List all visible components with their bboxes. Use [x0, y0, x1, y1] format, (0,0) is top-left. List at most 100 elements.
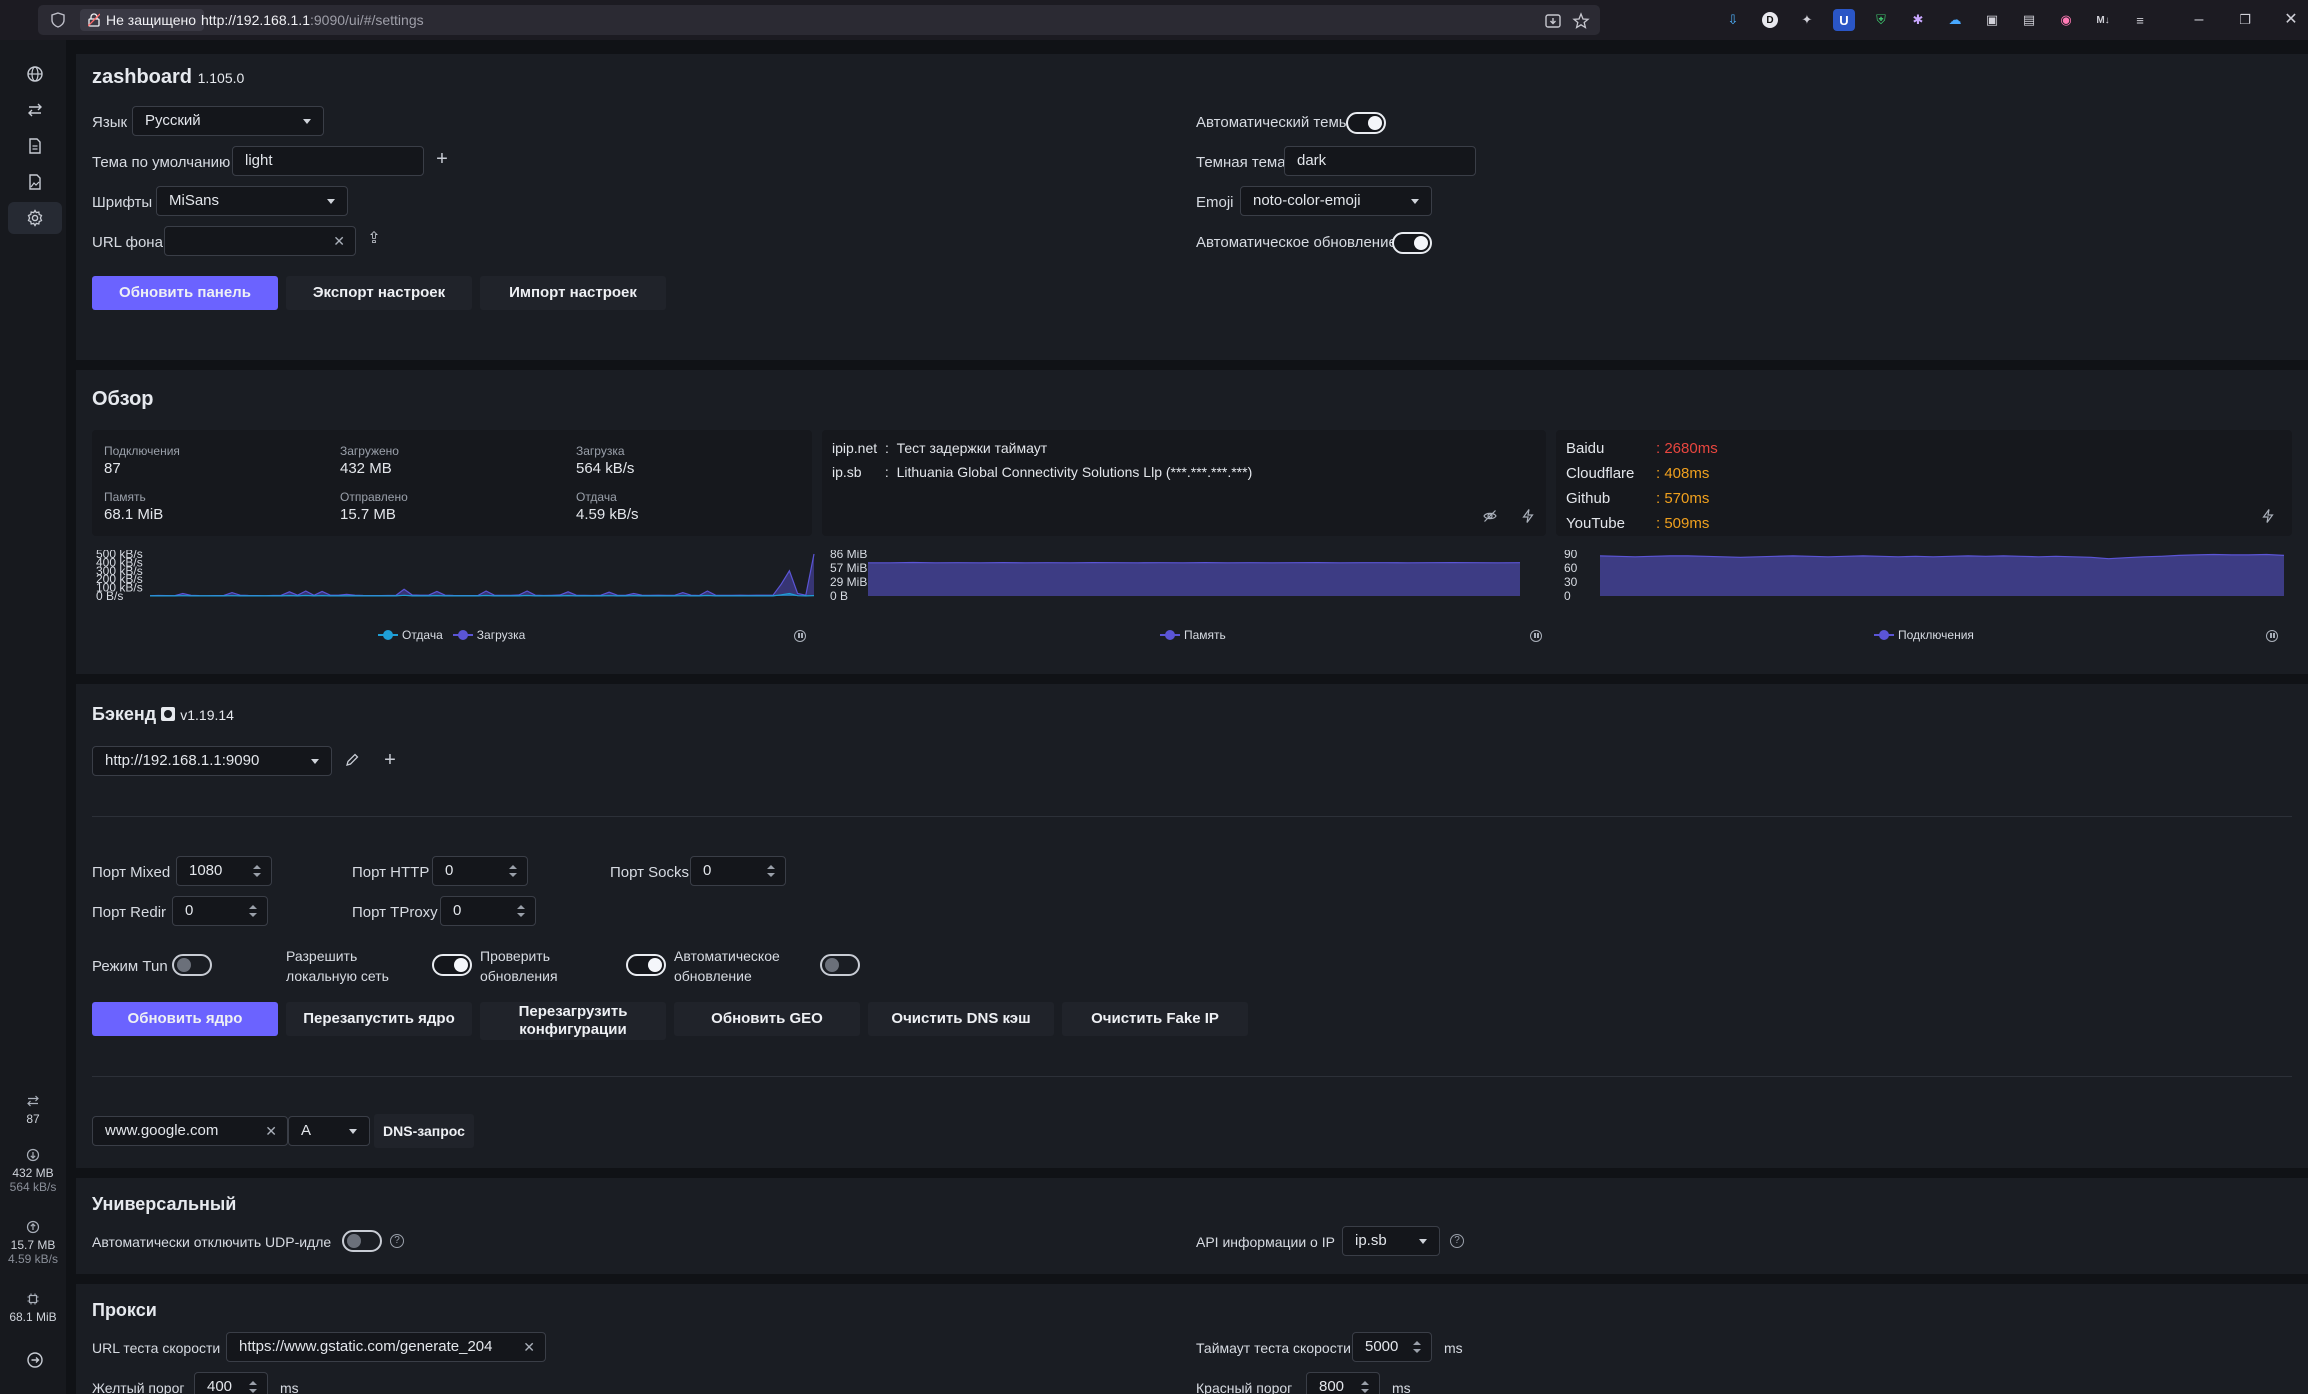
collapse-sidebar-button[interactable]	[8, 1344, 62, 1376]
stepper-icon[interactable]	[767, 863, 775, 879]
bolt-icon[interactable]	[2260, 508, 2276, 524]
red-threshold-input[interactable]: 800	[1306, 1372, 1380, 1394]
insecure-badge[interactable]: Не защищено	[80, 9, 204, 31]
legend-memory[interactable]: Память	[1184, 628, 1226, 642]
core-auto-update-toggle[interactable]	[820, 954, 860, 976]
update-geo-button[interactable]: Обновить GEO	[674, 1002, 860, 1036]
sidebar-icon[interactable]: ▤	[2022, 12, 2036, 27]
stepper-icon[interactable]	[1413, 1339, 1421, 1355]
bolt-icon[interactable]	[1520, 508, 1536, 524]
url-text[interactable]: http://192.168.1.1:9090/ui/#/settings	[201, 12, 424, 28]
import-settings-button[interactable]: Импорт настроек	[480, 276, 666, 310]
clear-icon[interactable]: ✕	[523, 1339, 535, 1355]
yellow-threshold-input[interactable]: 400	[194, 1372, 268, 1394]
edit-pencil-icon[interactable]	[344, 752, 360, 768]
legend-connections[interactable]: Подключения	[1898, 628, 1974, 642]
nav-logs[interactable]	[8, 130, 62, 162]
eye-off-icon[interactable]	[1482, 508, 1498, 524]
stepper-icon[interactable]	[253, 863, 261, 879]
sidebar-connections-stat: 87	[0, 1094, 66, 1126]
extensions-puzzle-icon[interactable]: ✦	[1801, 12, 1813, 27]
close-icon[interactable]: ✕	[2284, 11, 2298, 28]
toggle-knob	[1368, 116, 1382, 130]
add-backend-icon[interactable]: +	[384, 749, 396, 771]
help-icon[interactable]: ?	[390, 1234, 404, 1248]
port-tproxy-input[interactable]: 0	[440, 896, 536, 926]
speedtest-url-input[interactable]: https://www.gstatic.com/generate_204 ✕	[226, 1332, 546, 1362]
shield-icon[interactable]	[50, 12, 66, 28]
help-icon[interactable]: ?	[1450, 1234, 1464, 1248]
legend-download[interactable]: Загрузка	[476, 628, 526, 642]
flush-dns-button[interactable]: Очистить DNS кэш	[868, 1002, 1054, 1036]
update-core-button[interactable]: Обновить ядро	[92, 1002, 278, 1036]
restart-core-button[interactable]: Перезапустить ядро	[286, 1002, 472, 1036]
extension-tool-icon[interactable]: ✱	[1912, 12, 1924, 27]
nav-connections[interactable]	[8, 94, 62, 126]
default-theme-select[interactable]: light	[232, 146, 424, 176]
timeout-input[interactable]: 5000	[1352, 1332, 1432, 1362]
nav-settings[interactable]	[8, 202, 62, 234]
dns-type-select[interactable]: A	[288, 1116, 370, 1146]
core-auto-update-label-line: Автоматическое	[674, 948, 780, 964]
nav-rules[interactable]	[8, 166, 62, 198]
stepper-icon[interactable]	[1361, 1379, 1369, 1394]
pause-icon[interactable]	[2266, 630, 2278, 642]
fonts-select[interactable]: MiSans	[156, 186, 348, 216]
bg-url-input[interactable]: ✕	[164, 226, 356, 256]
series-area	[868, 562, 1520, 596]
restore-icon[interactable]: ❐	[2239, 12, 2251, 27]
language-select[interactable]: Русский	[132, 106, 324, 136]
install-page-icon[interactable]	[1544, 12, 1562, 30]
minimize-icon[interactable]: –	[2194, 11, 2204, 28]
update-panel-button[interactable]: Обновить панель	[92, 276, 278, 310]
clear-icon[interactable]: ✕	[265, 1123, 277, 1139]
cloud-extension-icon[interactable]: ☁	[1948, 12, 1962, 27]
flush-fakeip-button[interactable]: Очистить Fake IP	[1062, 1002, 1248, 1036]
downloads-icon[interactable]: ⇩	[1727, 12, 1739, 27]
port-tproxy-label: Порт TProxy	[352, 904, 438, 921]
stepper-icon[interactable]	[249, 903, 257, 919]
address-bar[interactable]: Не защищено http://192.168.1.1:9090/ui/#…	[38, 5, 1600, 35]
allow-lan-toggle[interactable]	[432, 954, 472, 976]
auto-update-toggle[interactable]	[1392, 232, 1432, 254]
check-updates-toggle[interactable]	[626, 954, 666, 976]
extension-d-icon[interactable]: D	[1762, 12, 1778, 28]
shield-extension-icon[interactable]: ⛨	[1876, 12, 1886, 27]
menu-icon[interactable]: ≡	[2136, 12, 2144, 28]
toggle-knob	[1414, 236, 1428, 250]
port-http-input[interactable]: 0	[432, 856, 528, 886]
dns-query-button[interactable]: DNS-запрос	[374, 1114, 474, 1148]
container-icon[interactable]: ▣	[1985, 12, 1999, 27]
port-mixed-input[interactable]: 1080	[176, 856, 272, 886]
clear-icon[interactable]: ✕	[333, 233, 345, 249]
port-redir-input[interactable]: 0	[172, 896, 268, 926]
bookmark-star-icon[interactable]	[1572, 12, 1590, 30]
export-settings-button[interactable]: Экспорт настроек	[286, 276, 472, 310]
auto-update-label: Автоматическое обновление	[1196, 234, 1397, 251]
pause-icon[interactable]	[794, 630, 806, 642]
backend-url-select[interactable]: http://192.168.1.1:9090	[92, 746, 332, 776]
ublock-icon[interactable]: U	[1833, 9, 1855, 31]
dns-domain-input[interactable]: www.google.com ✕	[92, 1116, 288, 1146]
stepper-icon[interactable]	[517, 903, 525, 919]
tun-toggle[interactable]	[172, 954, 212, 976]
memory-legend: Память	[1160, 628, 1226, 642]
ip-api-select[interactable]: ip.sb	[1342, 1226, 1440, 1256]
stepper-icon[interactable]	[509, 863, 517, 879]
stat-downloaded-label: Загружено	[340, 444, 399, 458]
color-wheel-icon[interactable]: ◉	[2060, 12, 2072, 27]
stepper-icon[interactable]	[249, 1379, 257, 1394]
pause-icon[interactable]	[1530, 630, 1542, 642]
emoji-select[interactable]: noto-color-emoji	[1240, 186, 1432, 216]
add-theme-icon[interactable]: +	[436, 148, 448, 170]
markdown-icon[interactable]: M↓	[2096, 14, 2110, 26]
udp-idle-toggle[interactable]	[342, 1230, 382, 1252]
auto-theme-toggle[interactable]	[1346, 112, 1386, 134]
port-socks-input[interactable]: 0	[690, 856, 786, 886]
toggle-knob	[347, 1234, 361, 1248]
nav-proxies[interactable]	[8, 58, 62, 90]
legend-upload[interactable]: Отдача	[402, 628, 443, 642]
reload-config-button[interactable]: Перезагрузить конфигурации	[480, 1002, 666, 1040]
upload-icon[interactable]: ⇪	[367, 230, 381, 247]
dark-theme-select[interactable]: dark	[1284, 146, 1476, 176]
